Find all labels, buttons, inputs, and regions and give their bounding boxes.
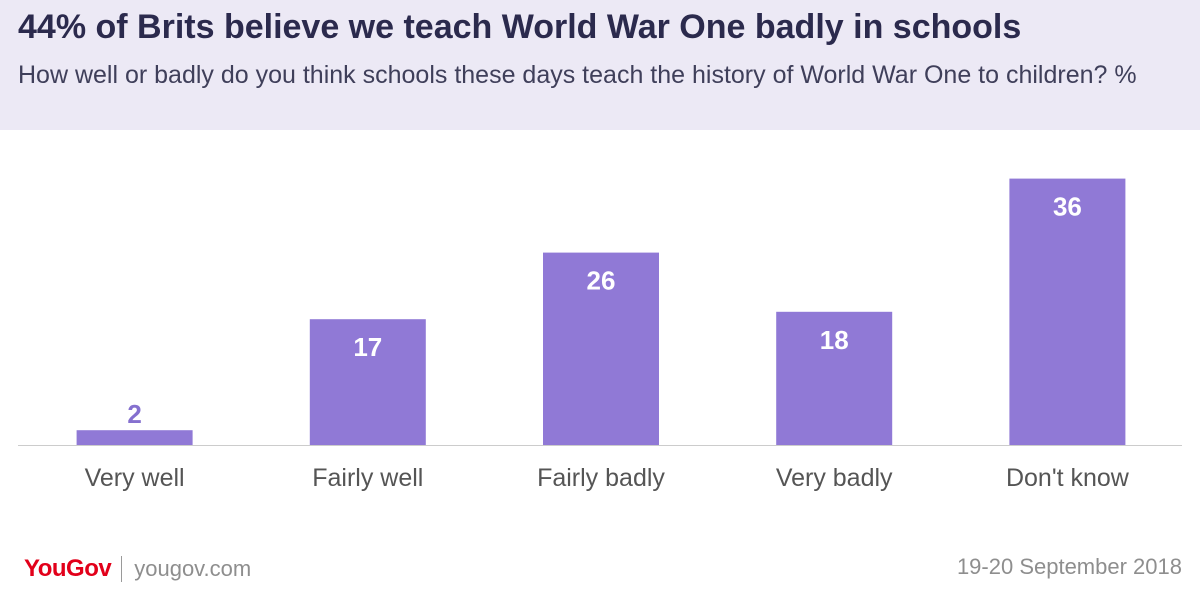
tick-label-fairly-well: Fairly well (312, 464, 423, 492)
bar-very-well (76, 430, 193, 445)
footer-divider (121, 556, 123, 582)
yougov-logo: YouGov (24, 555, 112, 582)
bar-very-badly (776, 311, 893, 445)
tick-label-very-well: Very well (85, 464, 185, 492)
tick-label-fairly-badly: Fairly badly (537, 464, 665, 492)
chart-subtitle: How well or badly do you think schools t… (18, 61, 1137, 89)
header-band: 44% of Brits believe we teach World War … (0, 0, 1200, 130)
tick-label-very-badly: Very badly (776, 464, 893, 492)
tick-label-don-t-know: Don't know (1006, 464, 1130, 492)
data-label-very-well: 2 (127, 399, 141, 429)
chart-title: 44% of Brits believe we teach World War … (18, 8, 1022, 46)
bar-don-t-know (1009, 178, 1126, 445)
data-label-don-t-know: 36 (1053, 192, 1082, 222)
data-label-fairly-well: 17 (353, 332, 382, 362)
data-label-fairly-badly: 26 (587, 266, 616, 296)
bar-fairly-well (309, 319, 426, 445)
data-label-very-badly: 18 (820, 325, 849, 355)
fieldwork-date: 19-20 September 2018 (956, 554, 1182, 579)
footer-brand: YouGov yougov.com (24, 552, 251, 586)
website-link[interactable]: yougov.com (134, 556, 252, 581)
bar-fairly-badly (543, 252, 659, 445)
